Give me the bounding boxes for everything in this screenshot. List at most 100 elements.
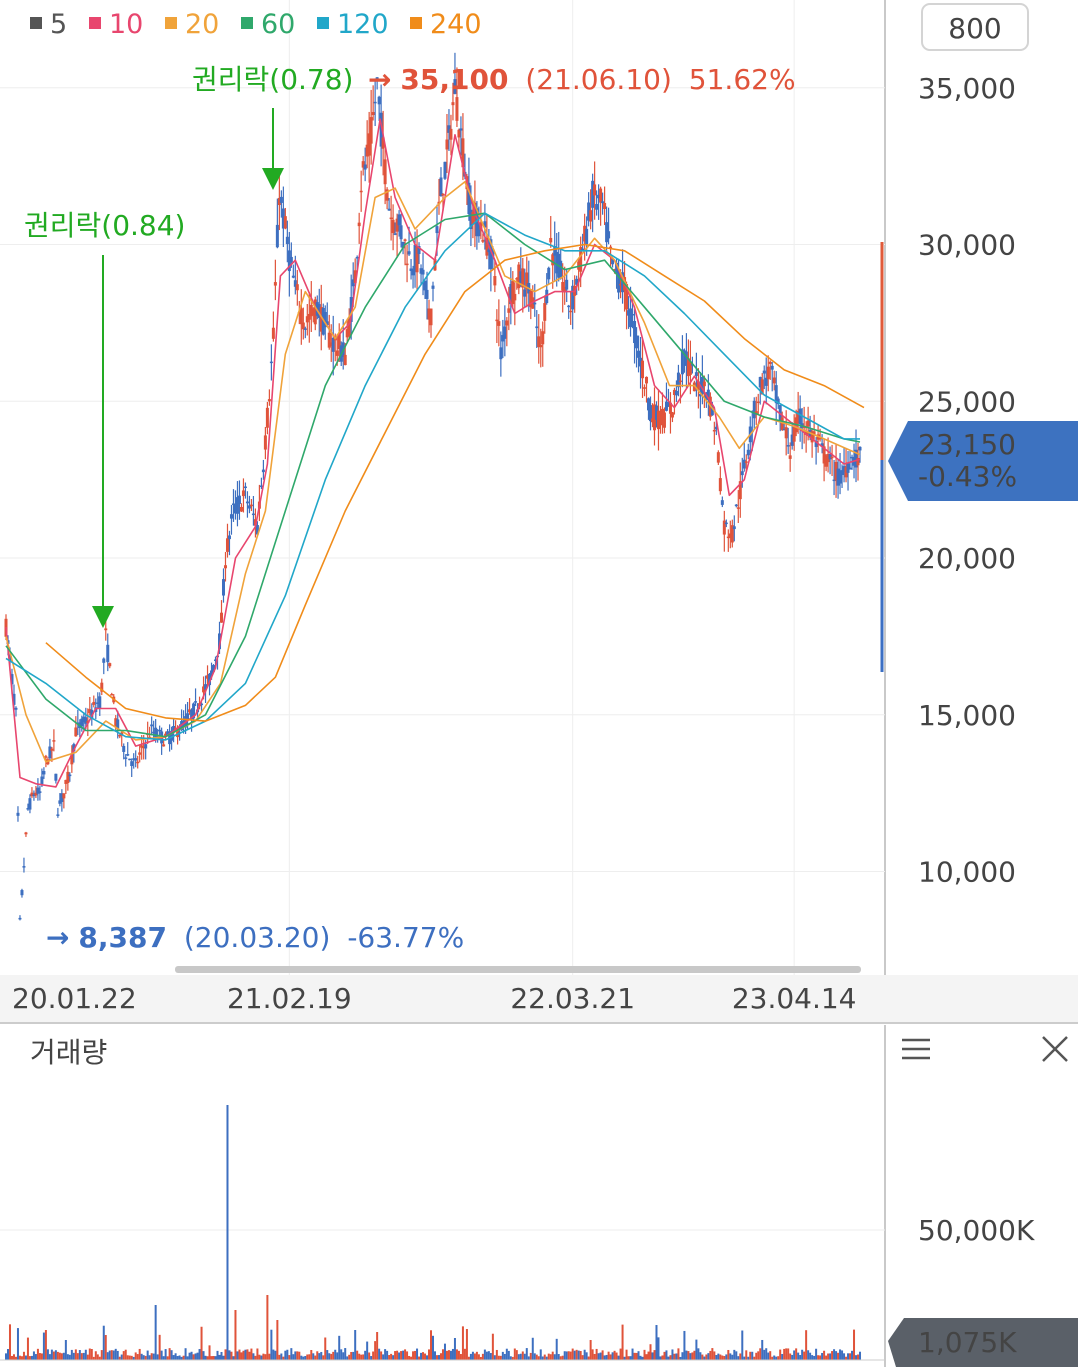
volume-bar <box>120 1354 123 1360</box>
volume-bar <box>829 1353 832 1360</box>
candle-body <box>639 357 643 367</box>
volume-bar <box>443 1343 446 1360</box>
candle-body <box>64 779 68 784</box>
volume-bar <box>715 1355 718 1360</box>
candle-body <box>664 401 668 411</box>
candle-body <box>804 431 808 435</box>
candle-body <box>760 379 764 395</box>
candle-body <box>313 299 317 325</box>
volume-bar <box>288 1355 291 1360</box>
ma-legend[interactable]: 5 10 20 60 120 240 <box>30 9 482 40</box>
scrollbar-thumb[interactable] <box>175 966 861 973</box>
candle-body <box>36 787 40 794</box>
legend-label-60[interactable]: 60 <box>261 9 295 40</box>
volume-bar <box>541 1356 544 1360</box>
candle-body <box>802 426 806 429</box>
candle-body <box>309 304 313 317</box>
candle-body <box>225 538 229 552</box>
volume-bar <box>509 1356 512 1360</box>
candle-body <box>176 728 180 738</box>
candle-body <box>229 514 233 519</box>
volume-bar <box>162 1356 165 1360</box>
candle-body <box>481 239 485 242</box>
y-tick-label: 10,000 <box>918 856 1016 889</box>
volume-bar <box>180 1356 183 1360</box>
candle-body <box>247 505 251 509</box>
candle-body <box>200 703 204 706</box>
volume-bar <box>529 1352 532 1360</box>
volume-bar <box>721 1355 724 1360</box>
candle-body <box>714 426 718 430</box>
legend-label-5[interactable]: 5 <box>50 9 67 40</box>
volume-bar <box>60 1353 63 1360</box>
volume-bar <box>485 1351 488 1360</box>
volume-bar <box>835 1351 838 1360</box>
volume-bar <box>392 1355 395 1360</box>
candle-body <box>461 138 465 168</box>
low-date: (20.03.20) <box>184 921 331 954</box>
candle-body <box>249 504 253 507</box>
candle-body <box>597 194 601 199</box>
candle-body <box>124 757 128 759</box>
volume-bar <box>146 1350 149 1360</box>
price-panel[interactable] <box>0 0 885 975</box>
candle-body <box>343 354 347 366</box>
volume-bar <box>42 1332 45 1360</box>
volume-bar <box>230 1351 233 1360</box>
volume-bar <box>691 1352 694 1360</box>
candle-body <box>419 268 423 274</box>
legend-label-120[interactable]: 120 <box>337 9 389 40</box>
volume-bar <box>166 1356 169 1360</box>
volume-bar <box>416 1348 419 1360</box>
volume-bar <box>46 1349 49 1360</box>
volume-bar <box>805 1330 808 1360</box>
candle-body <box>778 405 782 421</box>
candle-body <box>443 161 447 179</box>
candle-body <box>26 808 30 810</box>
volume-bar <box>418 1356 421 1360</box>
volume-bar <box>845 1356 848 1360</box>
volume-bar <box>202 1351 205 1360</box>
candle-body <box>676 372 680 388</box>
candle-body <box>88 709 92 714</box>
legend-label-20[interactable]: 20 <box>185 9 219 40</box>
candle-body <box>14 707 18 710</box>
candle-body <box>385 189 389 201</box>
volume-bar <box>132 1356 135 1360</box>
volume-bar <box>521 1351 524 1360</box>
candle-body <box>389 217 393 220</box>
candle-body <box>102 658 106 663</box>
candle-body <box>834 461 838 481</box>
volume-bar <box>316 1351 319 1360</box>
legend-label-10[interactable]: 10 <box>109 9 143 40</box>
candle-body <box>824 455 828 467</box>
volume-bar <box>266 1295 269 1360</box>
volume-bar <box>611 1352 614 1360</box>
candle-body <box>832 479 836 482</box>
period-count-button[interactable] <box>921 3 1029 51</box>
volume-bar <box>737 1356 740 1360</box>
volume-bar <box>645 1354 648 1360</box>
volume-bar <box>390 1353 393 1360</box>
menu-icon[interactable] <box>902 1038 930 1060</box>
volume-bar <box>615 1352 618 1360</box>
close-icon[interactable] <box>1042 1036 1068 1062</box>
volume-bar <box>26 1337 29 1360</box>
volume-bar <box>477 1354 480 1360</box>
candle-body <box>329 342 333 346</box>
candle-body <box>702 381 706 387</box>
volume-bar <box>465 1329 468 1360</box>
candle-body <box>493 276 497 286</box>
volume-bar <box>52 1351 55 1360</box>
legend-label-240[interactable]: 240 <box>430 9 482 40</box>
volume-bar <box>785 1348 788 1360</box>
candle-body <box>629 308 633 328</box>
volume-panel[interactable] <box>0 1025 885 1367</box>
candle-body <box>507 308 511 313</box>
volume-bar <box>787 1348 790 1360</box>
candle-body <box>738 481 742 500</box>
volume-bar <box>56 1351 59 1360</box>
candle-body <box>537 336 541 347</box>
candle-body <box>720 500 724 505</box>
